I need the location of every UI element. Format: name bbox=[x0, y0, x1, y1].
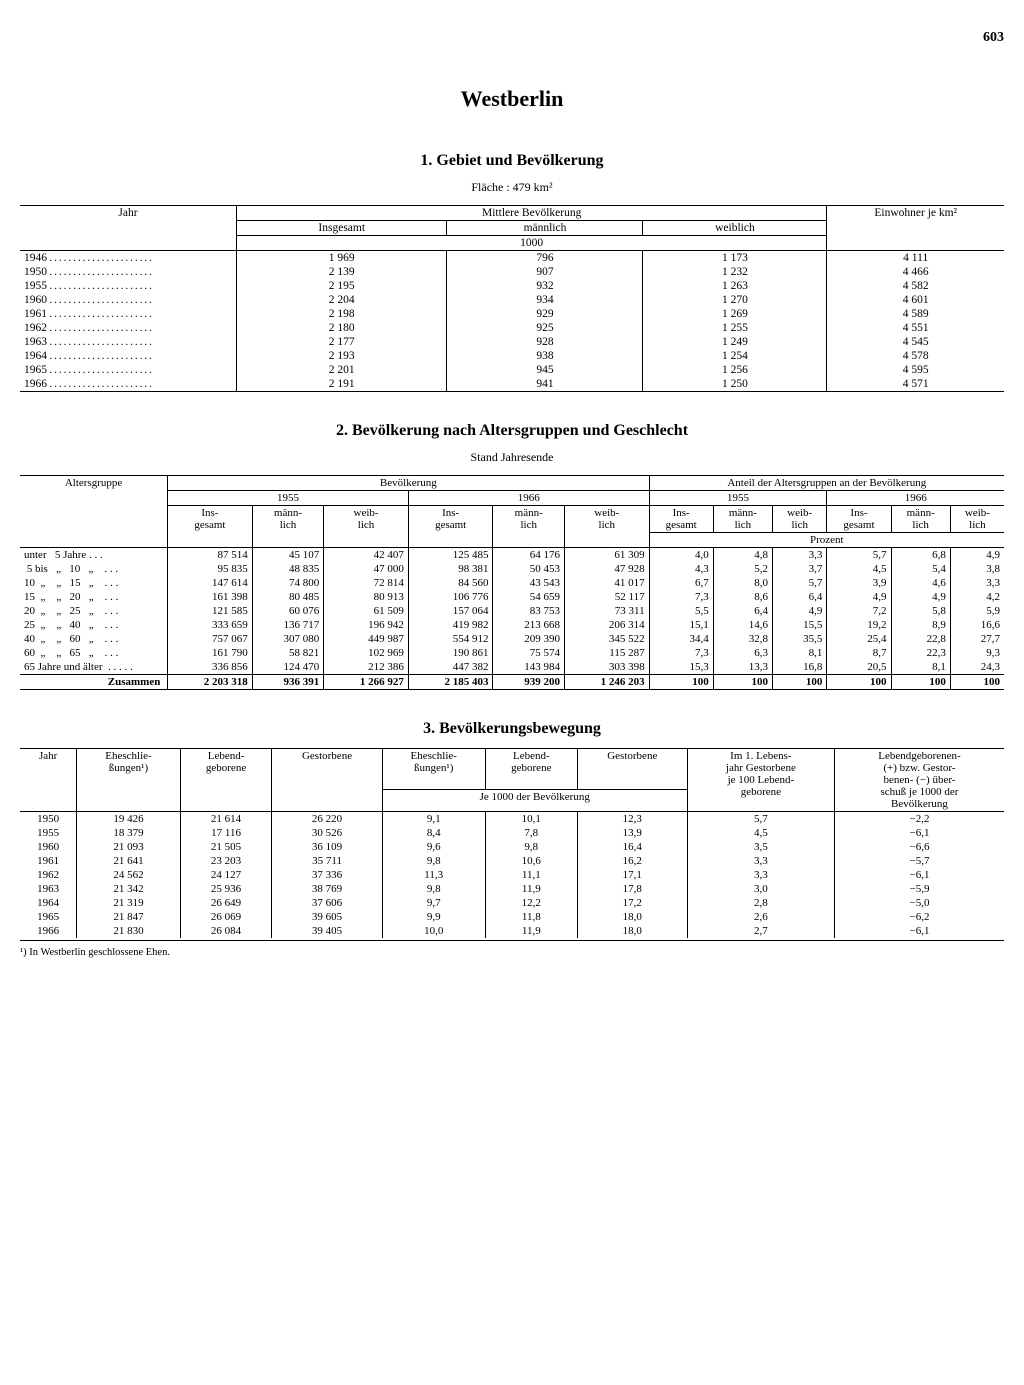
t3-births: Lebend- geborene bbox=[180, 749, 272, 812]
t3-sur: Lebendgeborenen- (+) bzw. Gestor- benen-… bbox=[834, 749, 1004, 812]
t2-total1: Ins- gesamt bbox=[168, 506, 253, 548]
table-row: 19502 1399071 2324 466 bbox=[20, 265, 1004, 279]
footnote: ¹) In Westberlin geschlossene Ehen. bbox=[20, 947, 1004, 958]
section3-heading: 3. Bevölkerungsbewegung bbox=[20, 720, 1004, 738]
t2-male4: männ- lich bbox=[891, 506, 950, 533]
col-year: Jahr bbox=[20, 206, 236, 251]
t3-year: Jahr bbox=[20, 749, 77, 812]
section1-area: Fläche : 479 km² bbox=[20, 180, 1004, 195]
table-row: 195019 42621 61426 2209,110,112,35,7−2,2 bbox=[20, 812, 1004, 827]
col-age: Altersgruppe bbox=[20, 476, 168, 548]
t2-total2: Ins- gesamt bbox=[408, 506, 493, 548]
t3-per1000: Je 1000 der Bevölkerung bbox=[382, 789, 687, 812]
t3-deaths: Gestorbene bbox=[272, 749, 382, 812]
page-number: 603 bbox=[20, 30, 1004, 46]
table-row: 25 „ „ 40 „ . . .333 659136 717196 94241… bbox=[20, 618, 1004, 632]
col-pop: Bevölkerung bbox=[168, 476, 650, 491]
col-female: weiblich bbox=[643, 221, 827, 236]
table-row: 19662 1919411 2504 571 bbox=[20, 377, 1004, 392]
y1955b: 1955 bbox=[649, 491, 827, 506]
col-midpop: Mittlere Bevölkerung bbox=[236, 206, 826, 221]
table-row: 19461 9697961 1734 111 bbox=[20, 251, 1004, 266]
t3-rm: Eheschlie- ßungen¹) bbox=[382, 749, 485, 790]
table-row: 20 „ „ 25 „ . . .121 58560 07661 509157 … bbox=[20, 604, 1004, 618]
section2-subtitle: Stand Jahresende bbox=[20, 450, 1004, 465]
table-row: 10 „ „ 15 „ . . .147 61474 80072 81484 5… bbox=[20, 576, 1004, 590]
table-row: 19552 1959321 2634 582 bbox=[20, 279, 1004, 293]
table-row: 19602 2049341 2704 601 bbox=[20, 293, 1004, 307]
y1955a: 1955 bbox=[168, 491, 409, 506]
table-row: 15 „ „ 20 „ . . .161 39880 48580 913106 … bbox=[20, 590, 1004, 604]
col-total: Insgesamt bbox=[236, 221, 447, 236]
table-row: 196121 64123 20335 7119,810,616,23,3−5,7 bbox=[20, 854, 1004, 868]
t2-fem4: weib- lich bbox=[950, 506, 1004, 533]
table-row: 19612 1989291 2694 589 bbox=[20, 307, 1004, 321]
table-row: 19632 1779281 2494 545 bbox=[20, 335, 1004, 349]
table-row: 196224 56224 12737 33611,311,117,13,3−6,… bbox=[20, 868, 1004, 882]
y1966b: 1966 bbox=[827, 491, 1004, 506]
table-row: 195518 37917 11630 5268,47,813,94,5−6,1 bbox=[20, 826, 1004, 840]
t2-total3: Ins- gesamt bbox=[649, 506, 713, 533]
t2-fem3: weib- lich bbox=[773, 506, 827, 533]
table-row: 5 bis „ 10 „ . . .95 83548 83547 00098 3… bbox=[20, 562, 1004, 576]
table-row: 19652 2019451 2564 595 bbox=[20, 363, 1004, 377]
t3-marr: Eheschlie- ßungen¹) bbox=[77, 749, 180, 812]
table-row: 196521 84726 06939 6059,911,818,02,6−6,2 bbox=[20, 910, 1004, 924]
t2-male1: männ- lich bbox=[252, 506, 323, 548]
table-row: 196421 31926 64937 6069,712,217,22,8−5,0 bbox=[20, 896, 1004, 910]
section1-heading: 1. Gebiet und Bevölkerung bbox=[20, 152, 1004, 170]
t3-rb: Lebend- geborene bbox=[485, 749, 577, 790]
table-population: Jahr Mittlere Bevölkerung Einwohner je k… bbox=[20, 205, 1004, 392]
table-sum-row: Zusammen 2 203 318936 3911 266 9272 185 … bbox=[20, 675, 1004, 690]
table-movement: Jahr Eheschlie- ßungen¹) Lebend- geboren… bbox=[20, 748, 1004, 938]
t3-rd: Gestorbene bbox=[577, 749, 687, 790]
section2-heading: 2. Bevölkerung nach Altersgruppen und Ge… bbox=[20, 422, 1004, 440]
table-agegroups: Altersgruppe Bevölkerung Anteil der Alte… bbox=[20, 475, 1004, 690]
unit-pct: Prozent bbox=[649, 533, 1004, 548]
table-row: unter 5 Jahre . . .87 51445 10742 407125… bbox=[20, 548, 1004, 563]
table-row: 196621 83026 08439 40510,011,918,02,7−6,… bbox=[20, 924, 1004, 938]
t2-male2: männ- lich bbox=[493, 506, 564, 548]
col-density: Einwohner je km² bbox=[827, 206, 1004, 251]
t2-total4: Ins- gesamt bbox=[827, 506, 891, 533]
table-row: 40 „ „ 60 „ . . .757 067307 080449 98755… bbox=[20, 632, 1004, 646]
t3-inf: Im 1. Lebens- jahr Gestorbene je 100 Leb… bbox=[687, 749, 834, 812]
table-row: 196321 34225 93638 7699,811,917,83,0−5,9 bbox=[20, 882, 1004, 896]
y1966a: 1966 bbox=[408, 491, 649, 506]
t2-fem2: weib- lich bbox=[564, 506, 649, 548]
unit-1000: 1000 bbox=[236, 236, 826, 251]
col-share: Anteil der Altersgruppen an der Bevölker… bbox=[649, 476, 1004, 491]
table-row: 60 „ „ 65 „ . . .161 79058 821102 969190… bbox=[20, 646, 1004, 660]
table-row: 65 Jahre und älter . . . . .336 856124 4… bbox=[20, 660, 1004, 675]
table-row: 19642 1939381 2544 578 bbox=[20, 349, 1004, 363]
col-male: männlich bbox=[447, 221, 643, 236]
page-title: Westberlin bbox=[20, 86, 1004, 112]
table-row: 19622 1809251 2554 551 bbox=[20, 321, 1004, 335]
t2-fem1: weib- lich bbox=[324, 506, 409, 548]
t2-male3: männ- lich bbox=[713, 506, 772, 533]
table-row: 196021 09321 50536 1099,69,816,43,5−6,6 bbox=[20, 840, 1004, 854]
